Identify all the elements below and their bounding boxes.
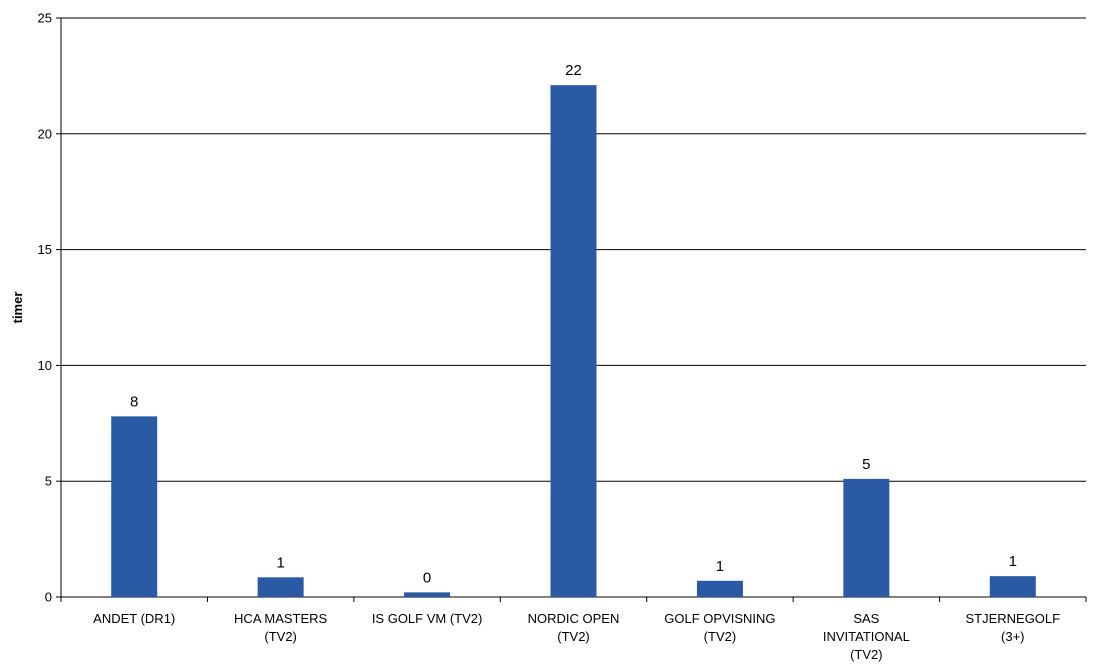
data-label: 8 <box>130 393 138 410</box>
x-tick-label: (TV2) <box>264 629 297 644</box>
x-tick-label: NORDIC OPEN <box>528 611 620 626</box>
x-tick-label: (TV2) <box>850 647 883 662</box>
y-axis-title: timer <box>10 292 25 324</box>
bar <box>696 580 743 597</box>
y-tick-label: 0 <box>45 590 52 605</box>
y-tick-label: 10 <box>38 358 52 373</box>
bar <box>404 592 451 597</box>
x-tick-label: STJERNEGOLF <box>965 611 1060 626</box>
data-label: 1 <box>1009 553 1017 570</box>
data-label: 22 <box>565 62 582 79</box>
x-tick-label: SAS <box>853 611 879 626</box>
x-tick-label: (TV2) <box>557 629 590 644</box>
x-tick-label: IS GOLF VM (TV2) <box>372 611 483 626</box>
x-tick-label: ANDET (DR1) <box>93 611 175 626</box>
x-tick-label: (TV2) <box>704 629 737 644</box>
y-tick-label: 25 <box>38 11 52 26</box>
x-tick-label: GOLF OPVISNING <box>664 611 775 626</box>
bar <box>111 416 158 597</box>
bar <box>257 577 304 597</box>
y-tick-label: 5 <box>45 474 52 489</box>
y-tick-label: 20 <box>38 126 52 141</box>
y-tick-label: 15 <box>38 242 52 257</box>
bar <box>550 85 597 597</box>
x-tick-label: HCA MASTERS <box>234 611 328 626</box>
bar <box>843 478 890 597</box>
x-tick-label: INVITATIONAL <box>823 629 910 644</box>
data-label: 0 <box>423 569 431 586</box>
data-label: 5 <box>862 456 870 473</box>
x-tick-label: (3+) <box>1001 629 1024 644</box>
data-label: 1 <box>276 554 284 571</box>
bar <box>989 576 1036 597</box>
data-label: 1 <box>716 558 724 575</box>
